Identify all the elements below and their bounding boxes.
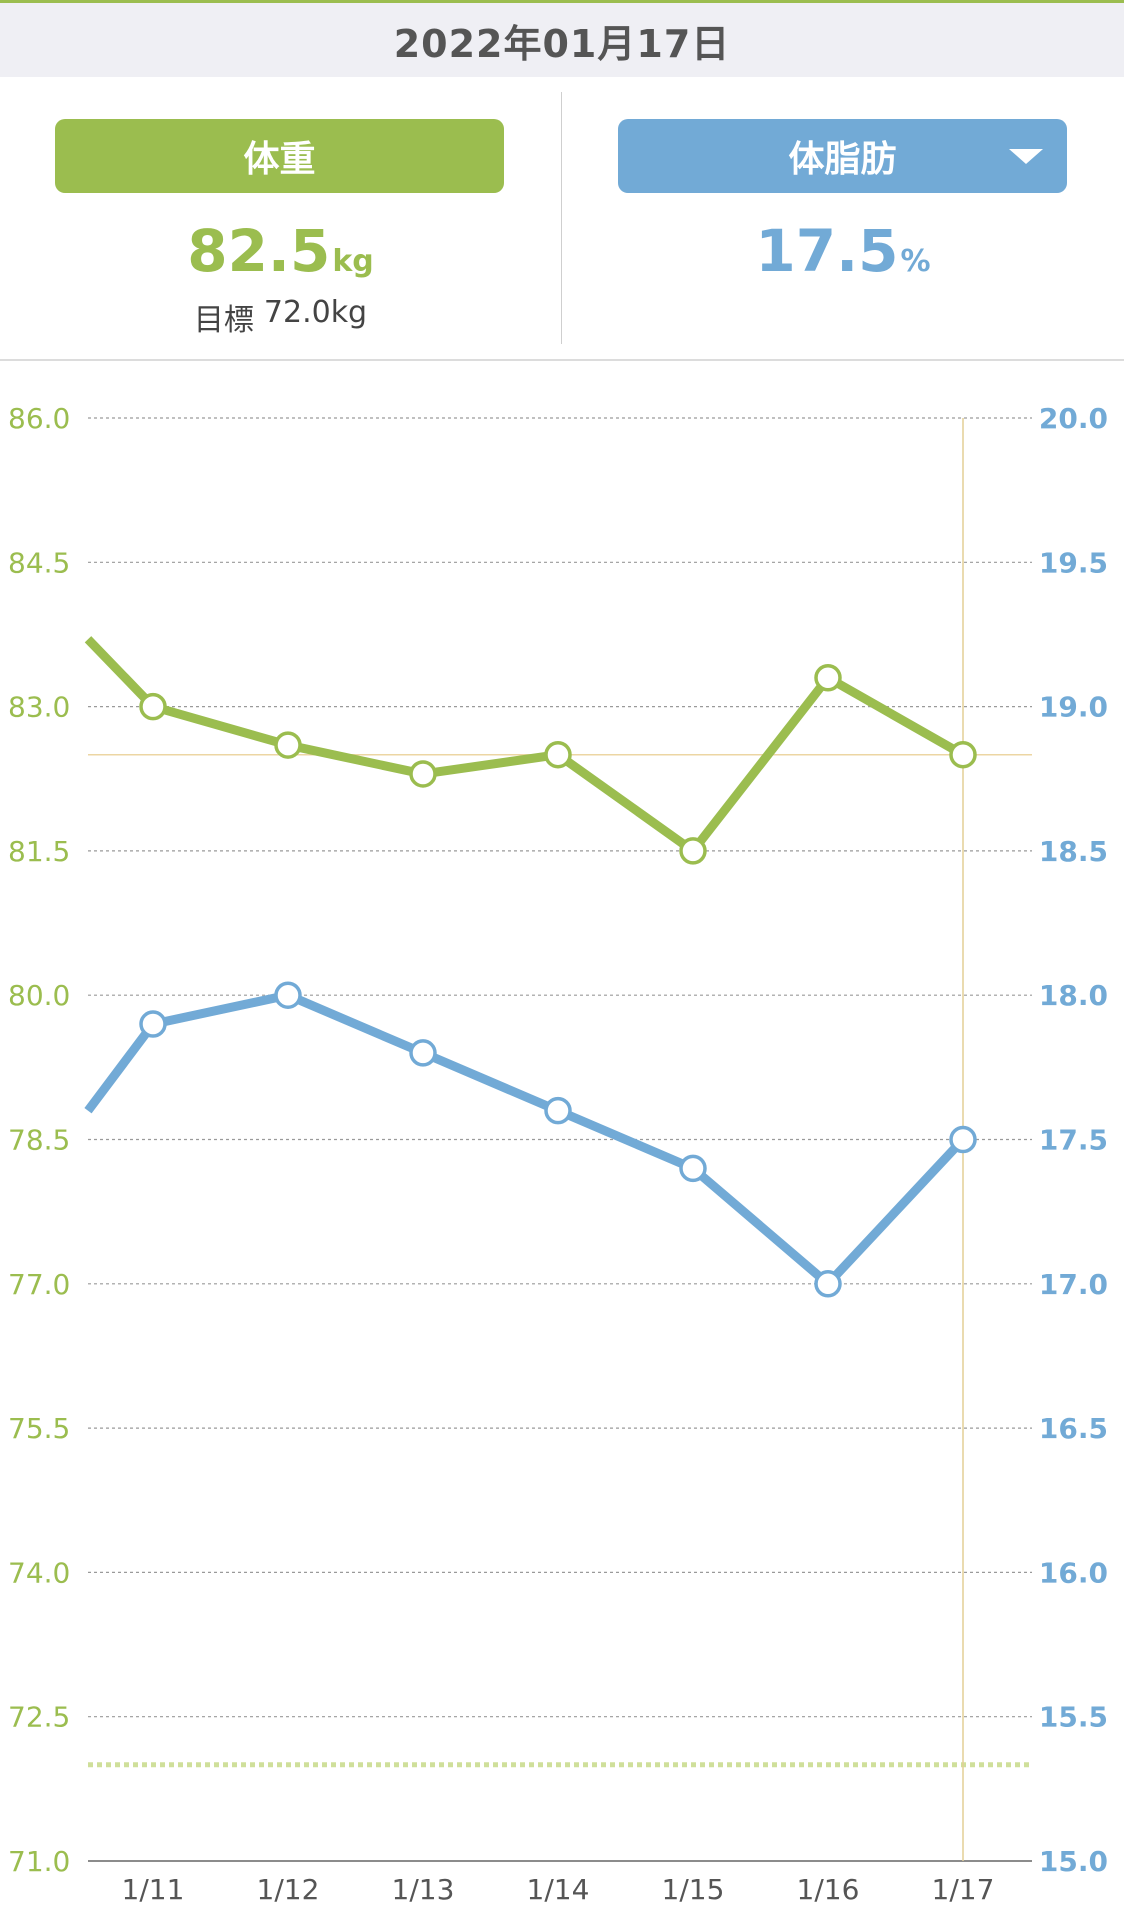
x-tick-label: 1/12 — [257, 1873, 320, 1906]
y-right-tick-label: 15.5 — [1039, 1701, 1108, 1734]
weight-data-point — [679, 837, 707, 865]
fat-value-number: 17.5 — [755, 217, 899, 285]
goal-value: 72.0kg — [263, 295, 368, 330]
weight-data-point — [544, 740, 572, 769]
y-right-tick-label: 20.0 — [1039, 402, 1108, 435]
y-left-tick-label: 81.5 — [8, 835, 70, 868]
weight-button-label: 体重 — [243, 139, 316, 180]
triangle-down-icon — [1009, 149, 1043, 164]
fat-series-line — [84, 990, 967, 1289]
weight-data-point — [949, 740, 977, 769]
section-divider — [0, 359, 1124, 361]
date-label: 2022年01月17日 — [393, 21, 731, 66]
fat-data-point — [544, 1096, 572, 1125]
y-right-tick-label: 15.0 — [1039, 1845, 1108, 1878]
fat-button-label: 体脂肪 — [788, 139, 897, 180]
x-tick-label: 1/15 — [662, 1873, 725, 1906]
y-left-tick-label: 78.5 — [8, 1124, 70, 1157]
panel-divider — [561, 92, 562, 344]
fat-data-point — [679, 1154, 707, 1183]
y-right-tick-label: 17.5 — [1039, 1124, 1108, 1157]
y-right-tick-label: 16.5 — [1039, 1412, 1108, 1445]
goal-label: 目標 — [193, 303, 254, 338]
weight-panel: 体重 82.5 kg 目標 72.0kg — [0, 77, 561, 359]
y-left-tick-label: 72.5 — [8, 1701, 70, 1734]
fat-value-unit: % — [900, 244, 931, 279]
fat-data-point — [274, 981, 302, 1009]
fat-dropdown-button[interactable]: 体脂肪 — [618, 119, 1067, 193]
weight-data-point — [814, 663, 842, 692]
y-left-tick-label: 77.0 — [8, 1268, 70, 1301]
fat-data-point — [139, 1010, 167, 1038]
x-tick-label: 1/14 — [527, 1873, 590, 1906]
weight-value: 82.5 kg — [0, 217, 561, 285]
weight-value-unit: kg — [332, 244, 374, 279]
fat-panel: 体脂肪 17.5 % — [562, 77, 1124, 359]
fat-value: 17.5 % — [562, 217, 1124, 285]
y-right-tick-label: 16.0 — [1039, 1556, 1108, 1589]
y-left-tick-label: 86.0 — [8, 402, 70, 435]
trend-chart-svg: 86.0 20.0 84.5 19.5 83.0 19.0 81.5 18.5 80.0 18.0… — [8, 402, 1108, 1906]
y-right-tick-label: 18.0 — [1039, 979, 1108, 1012]
weight-value-number: 82.5 — [187, 217, 331, 285]
y-right-tick-label: 19.5 — [1039, 546, 1108, 579]
y-left-tick-label: 75.5 — [8, 1412, 70, 1445]
y-left-tick-label: 71.0 — [8, 1845, 70, 1878]
fat-data-point — [814, 1270, 842, 1298]
y-right-tick-label: 17.0 — [1039, 1268, 1108, 1301]
y-right-tick-label: 19.0 — [1039, 691, 1108, 724]
weight-goal: 目標 72.0kg — [0, 295, 561, 339]
y-left-tick-label: 83.0 — [8, 691, 70, 724]
x-tick-label: 1/17 — [932, 1873, 995, 1906]
trend-chart[interactable]: 86.0 20.0 84.5 19.5 83.0 19.0 81.5 18.5 80.0 18.0… — [0, 361, 1124, 1917]
fat-data-point — [949, 1125, 977, 1154]
y-left-tick-label: 80.0 — [8, 979, 70, 1012]
top-accent-strip — [0, 0, 1124, 3]
weight-data-point — [139, 692, 167, 721]
y-left-tick-label: 74.0 — [8, 1556, 70, 1589]
x-tick-label: 1/11 — [122, 1873, 185, 1906]
x-tick-label: 1/16 — [797, 1873, 860, 1906]
fat-data-point — [409, 1039, 437, 1067]
weight-series-line — [84, 636, 966, 856]
y-right-tick-label: 18.5 — [1039, 835, 1108, 868]
date-header: 2022年01月17日 — [0, 3, 1124, 77]
x-tick-label: 1/13 — [392, 1873, 455, 1906]
y-left-tick-label: 84.5 — [8, 546, 70, 579]
weight-data-point — [274, 731, 302, 759]
weight-data-point — [409, 760, 437, 788]
weight-button[interactable]: 体重 — [55, 119, 504, 193]
